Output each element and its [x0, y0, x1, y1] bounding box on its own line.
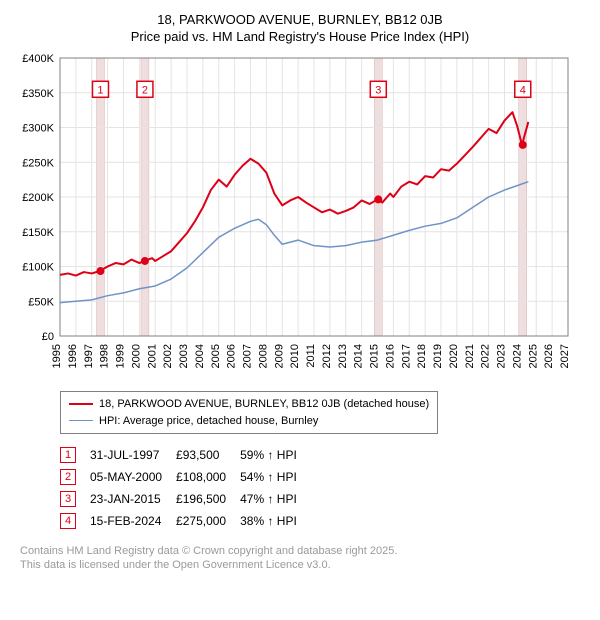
svg-text:2025: 2025 — [527, 344, 539, 368]
svg-text:2021: 2021 — [464, 344, 476, 368]
sale-marker: 3 — [60, 491, 76, 507]
svg-text:2027: 2027 — [559, 344, 571, 368]
svg-text:2023: 2023 — [496, 344, 508, 368]
table-row: 4 15-FEB-2024£275,00038% ↑ HPI — [60, 510, 311, 532]
svg-text:2006: 2006 — [226, 344, 238, 368]
sale-pct: 54% ↑ HPI — [240, 466, 311, 488]
sale-marker: 2 — [60, 469, 76, 485]
table-row: 3 23-JAN-2015£196,50047% ↑ HPI — [60, 488, 311, 510]
legend: 18, PARKWOOD AVENUE, BURNLEY, BB12 0JB (… — [60, 391, 438, 434]
sale-date: 23-JAN-2015 — [90, 488, 176, 510]
svg-text:3: 3 — [375, 84, 381, 96]
svg-text:£350K: £350K — [22, 88, 54, 100]
svg-text:2000: 2000 — [130, 344, 142, 368]
svg-text:2002: 2002 — [162, 344, 174, 368]
svg-text:£300K: £300K — [22, 123, 54, 135]
sale-marker: 4 — [60, 513, 76, 529]
svg-text:2010: 2010 — [289, 344, 301, 368]
legend-label: 18, PARKWOOD AVENUE, BURNLEY, BB12 0JB (… — [99, 396, 429, 413]
sale-date: 15-FEB-2024 — [90, 510, 176, 532]
title-address: 18, PARKWOOD AVENUE, BURNLEY, BB12 0JB — [12, 12, 588, 27]
sale-pct: 59% ↑ HPI — [240, 444, 311, 466]
sale-marker: 1 — [60, 447, 76, 463]
svg-text:1996: 1996 — [67, 344, 79, 368]
footnote: Contains HM Land Registry data © Crown c… — [20, 544, 588, 573]
svg-text:£400K: £400K — [22, 53, 54, 65]
sale-date: 31-JUL-1997 — [90, 444, 176, 466]
svg-text:2014: 2014 — [353, 344, 365, 368]
svg-text:2: 2 — [142, 84, 148, 96]
legend-swatch — [69, 420, 93, 421]
svg-text:1998: 1998 — [99, 344, 111, 368]
svg-text:2013: 2013 — [337, 344, 349, 368]
table-row: 1 31-JUL-1997£93,50059% ↑ HPI — [60, 444, 311, 466]
svg-text:£50K: £50K — [28, 296, 54, 308]
svg-text:2024: 2024 — [511, 344, 523, 368]
svg-text:2012: 2012 — [321, 344, 333, 368]
svg-text:2019: 2019 — [432, 344, 444, 368]
svg-text:4: 4 — [520, 84, 526, 96]
svg-text:1997: 1997 — [83, 344, 95, 368]
svg-text:2016: 2016 — [384, 344, 396, 368]
table-row: 2 05-MAY-2000£108,00054% ↑ HPI — [60, 466, 311, 488]
title-subtitle: Price paid vs. HM Land Registry's House … — [12, 29, 588, 44]
legend-row: HPI: Average price, detached house, Burn… — [69, 413, 429, 430]
sale-price: £275,000 — [176, 510, 240, 532]
sale-date: 05-MAY-2000 — [90, 466, 176, 488]
svg-text:2017: 2017 — [400, 344, 412, 368]
svg-text:£100K: £100K — [22, 262, 54, 274]
svg-text:2005: 2005 — [210, 344, 222, 368]
svg-text:2008: 2008 — [257, 344, 269, 368]
svg-text:2001: 2001 — [146, 344, 158, 368]
sale-pct: 38% ↑ HPI — [240, 510, 311, 532]
legend-row: 18, PARKWOOD AVENUE, BURNLEY, BB12 0JB (… — [69, 396, 429, 413]
svg-text:2015: 2015 — [369, 344, 381, 368]
svg-text:2007: 2007 — [242, 344, 254, 368]
svg-text:2003: 2003 — [178, 344, 190, 368]
footnote-line2: This data is licensed under the Open Gov… — [20, 558, 588, 572]
chart-svg: £0 £50K £100K £150K £200K £250K £300K £350K £400… — [12, 50, 582, 380]
footnote-line1: Contains HM Land Registry data © Crown c… — [20, 544, 588, 558]
svg-text:1995: 1995 — [51, 344, 63, 368]
sales-table: 1 31-JUL-1997£93,50059% ↑ HPI 2 05-MAY-2000… — [60, 444, 311, 532]
svg-text:2004: 2004 — [194, 344, 206, 368]
svg-text:2026: 2026 — [543, 344, 555, 368]
price-chart: £0 £50K £100K £150K £200K £250K £300K £350K £400… — [12, 50, 588, 385]
svg-text:2020: 2020 — [448, 344, 460, 368]
svg-text:2011: 2011 — [305, 344, 317, 368]
legend-swatch — [69, 403, 93, 405]
svg-text:£200K: £200K — [22, 192, 54, 204]
sale-price: £93,500 — [176, 444, 240, 466]
svg-text:1999: 1999 — [115, 344, 127, 368]
svg-text:£150K: £150K — [22, 227, 54, 239]
sale-pct: 47% ↑ HPI — [240, 488, 311, 510]
legend-label: HPI: Average price, detached house, Burn… — [99, 413, 318, 430]
svg-text:2009: 2009 — [273, 344, 285, 368]
svg-text:1: 1 — [97, 84, 103, 96]
sale-price: £196,500 — [176, 488, 240, 510]
sale-price: £108,000 — [176, 466, 240, 488]
svg-text:2018: 2018 — [416, 344, 428, 368]
svg-text:£250K: £250K — [22, 157, 54, 169]
svg-text:£0: £0 — [42, 331, 54, 343]
svg-text:2022: 2022 — [480, 344, 492, 368]
